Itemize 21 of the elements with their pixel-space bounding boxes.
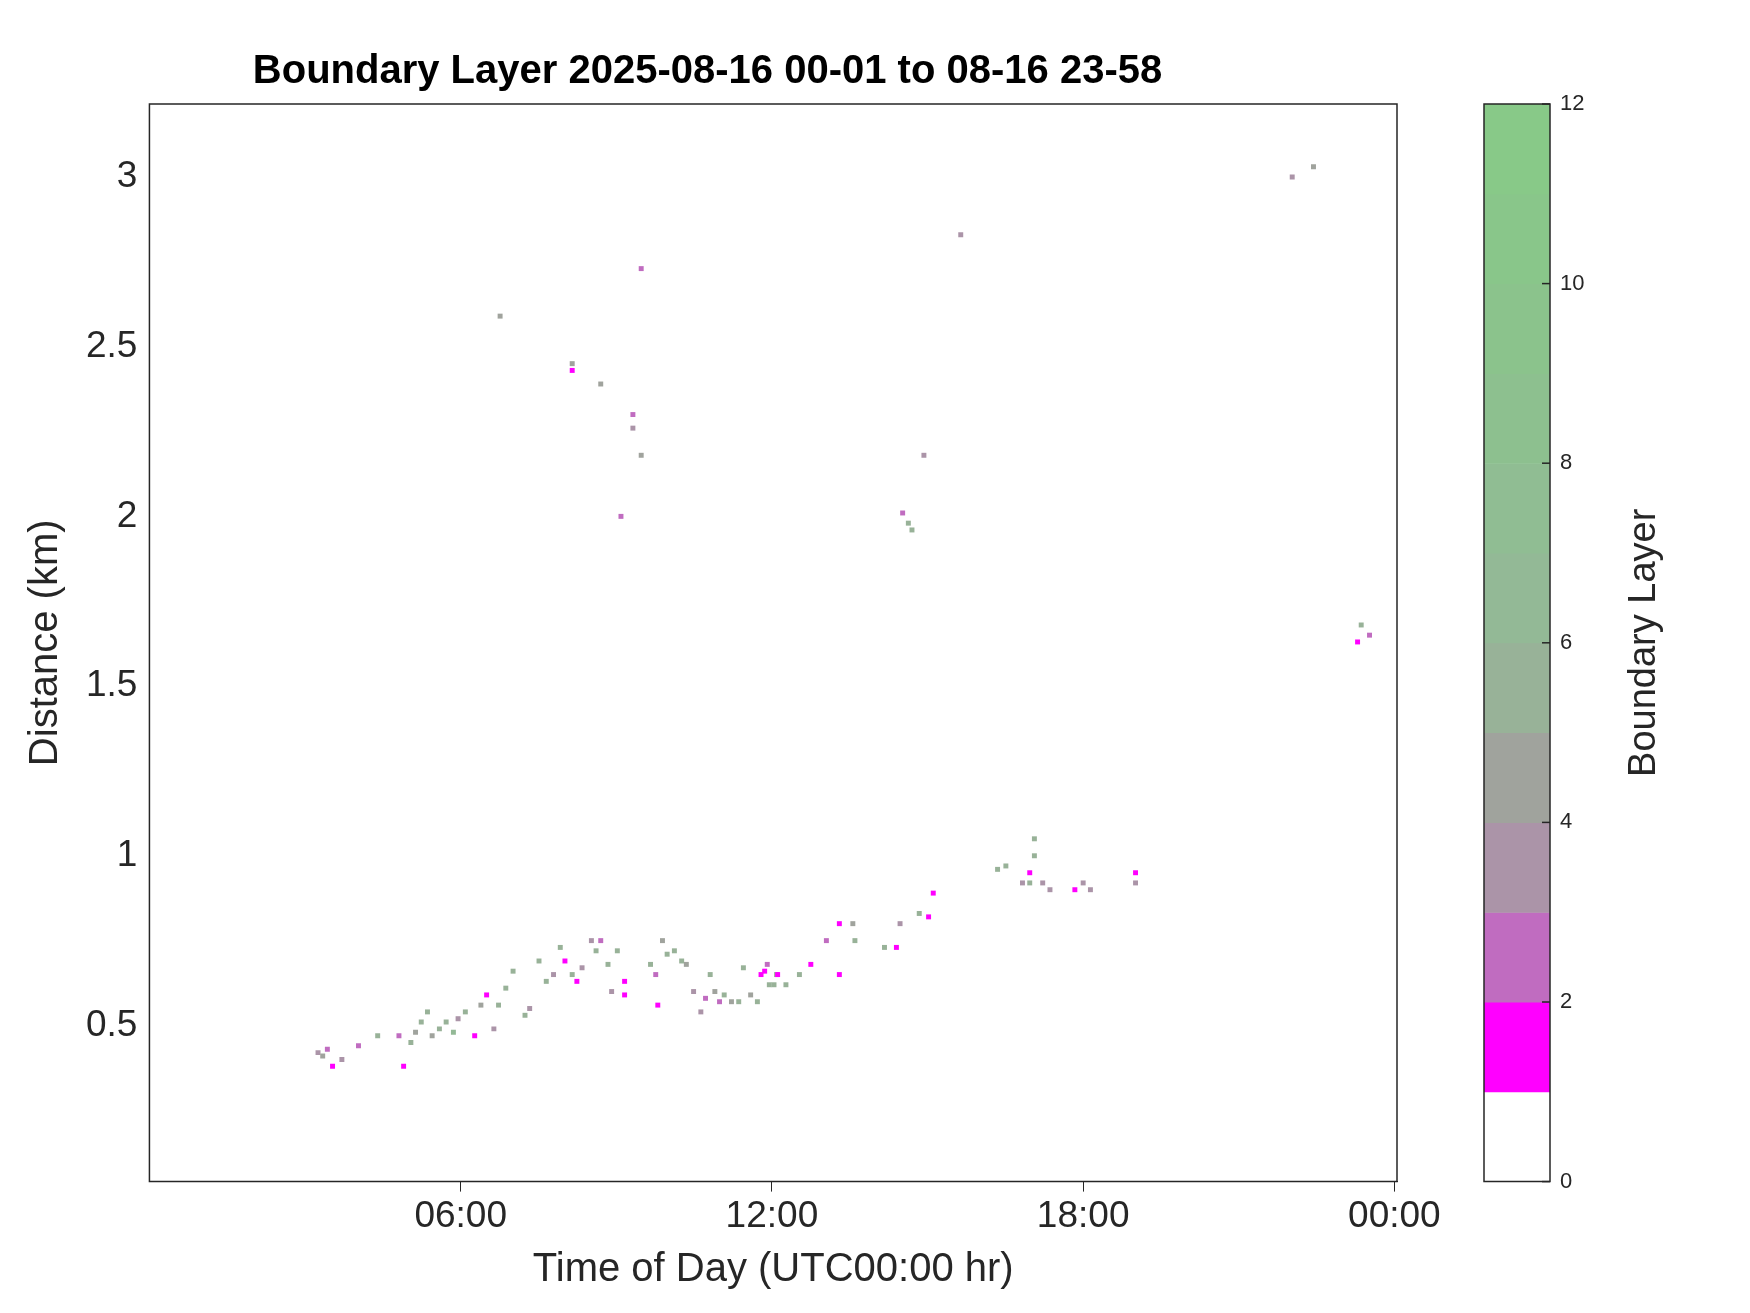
y-tick-label: 0.5 [86, 1002, 138, 1044]
color-bar-label: 10 [1560, 269, 1585, 295]
x-tick-label: 12:00 [725, 1194, 819, 1235]
x-axis-title: Time of Day (UTC00:00 hr) [532, 1245, 1014, 1290]
y-tick-label: 1.5 [86, 663, 138, 705]
y-tick-label: 3 [116, 154, 138, 196]
color-bar-label: 2 [1560, 988, 1573, 1014]
color-bar-label: 0 [1560, 1167, 1573, 1193]
y-axis-title: Distance (km) [21, 519, 66, 767]
color-bar-label: 8 [1560, 449, 1573, 475]
x-tick-label: 06:00 [414, 1194, 507, 1235]
x-tick-label: 00:00 [1348, 1194, 1441, 1235]
color-bar-label: 6 [1560, 628, 1573, 654]
y-tick-label: 2.5 [86, 323, 138, 365]
color-bar-title: Boundary Layer [1621, 508, 1664, 777]
x-tick-label: 18:00 [1036, 1194, 1130, 1235]
y-tick-label: 1 [116, 832, 138, 874]
color-bar-label: 12 [1560, 90, 1585, 116]
color-bar-label: 4 [1560, 808, 1573, 834]
chart-title: Boundary Layer 2025-08-16 00-01 to 08-16 23-58 [252, 47, 1163, 92]
y-tick-label: 2 [116, 493, 138, 535]
